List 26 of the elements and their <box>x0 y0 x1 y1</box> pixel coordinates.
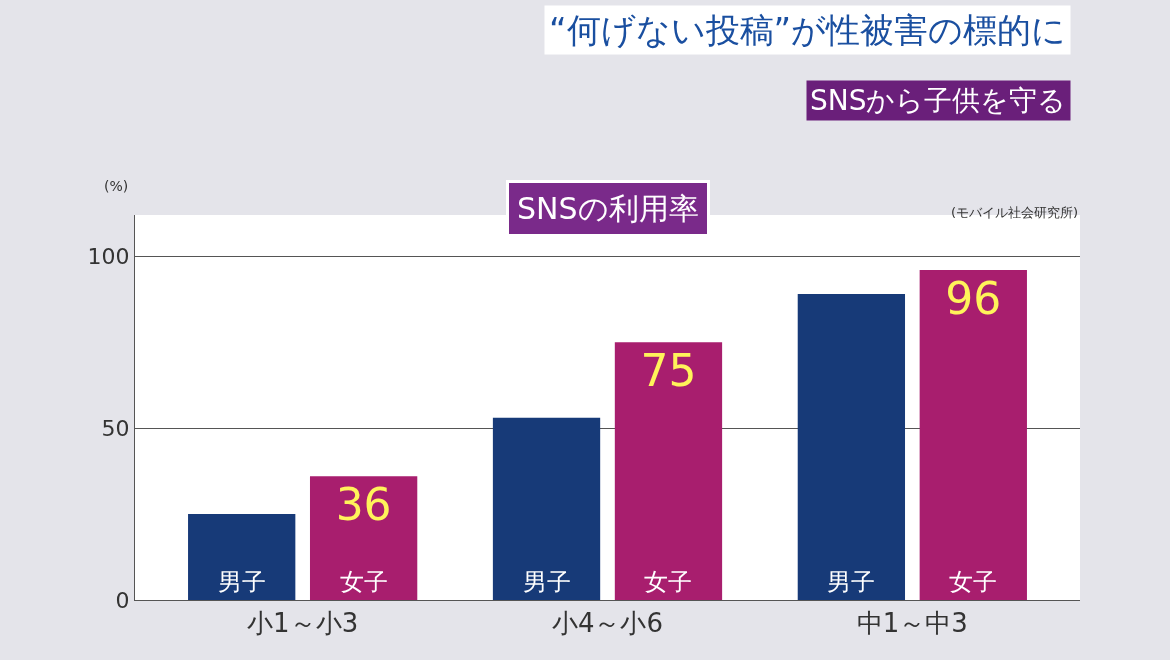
text: 男子 <box>523 568 571 596</box>
text: “何げない投稿”が性被害の標的に <box>549 10 1067 50</box>
bar <box>309 476 418 600</box>
bar <box>492 417 601 600</box>
series-label: 男子 <box>218 568 266 596</box>
data-label: 96 <box>945 273 1002 324</box>
x-tick-label: 中1～中3 <box>856 608 968 639</box>
x-tick-label: 小1～小3 <box>247 608 359 639</box>
data-label: 75 <box>640 345 697 397</box>
bar <box>614 342 723 600</box>
x-tick-label: 小4～小6 <box>551 608 664 639</box>
y-tick-label: 0 <box>115 587 130 613</box>
bar <box>797 294 906 600</box>
bar <box>919 270 1027 600</box>
y-axis-title: (%) <box>104 178 129 194</box>
y-tick-label: 100 <box>87 243 130 269</box>
data-label: 36 <box>335 479 392 531</box>
y-tick-label: 50 <box>101 415 130 441</box>
chart-title: SNSの利用率 <box>517 191 699 226</box>
series-label: 女子 <box>340 568 388 596</box>
text: 女子 <box>644 568 692 596</box>
text: 男子 <box>827 568 875 596</box>
bar <box>188 514 296 600</box>
text: 女子 <box>949 568 997 596</box>
text: SNSから子供を守る <box>810 84 1067 117</box>
annotation: (モバイル社会研究所) <box>951 205 1079 220</box>
